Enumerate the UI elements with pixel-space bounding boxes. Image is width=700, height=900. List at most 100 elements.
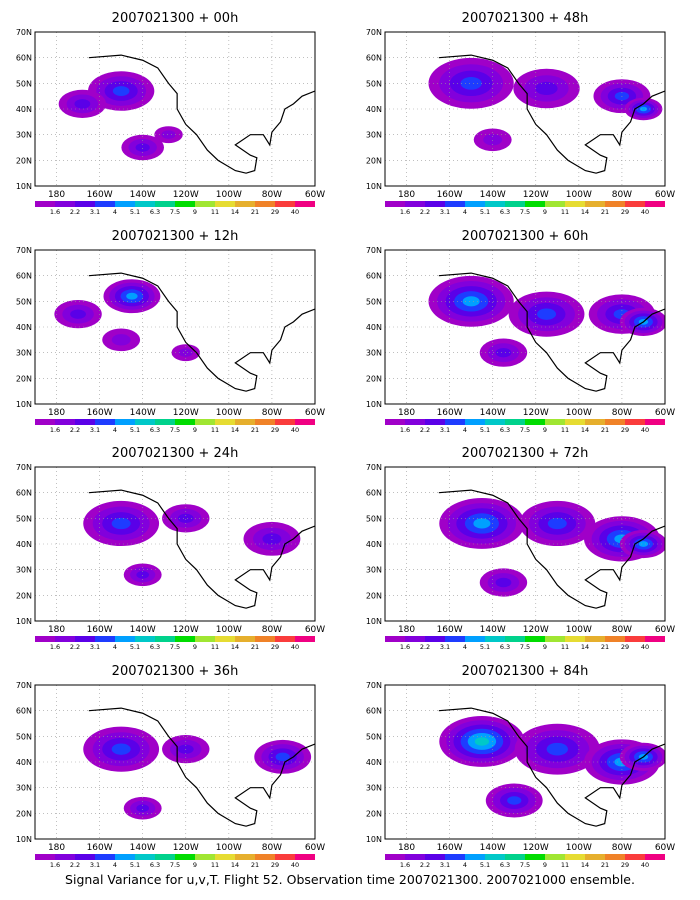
x-tick-label: 180 [48,190,65,200]
y-tick-label: 60N [366,489,382,498]
map-panel-60h: 2007021300 + 60h 70N 60N 50N 40N 30N 20N 10N 180… [366,229,675,434]
colorbar-label: 1.6 [50,643,60,651]
colorbar-swatch [385,201,405,207]
colorbar-label: 3.1 [90,643,100,651]
y-tick-label: 40N [16,758,32,767]
colorbar-label: 3.1 [90,426,100,434]
colorbar-label: 29 [271,426,279,434]
colorbar-swatch [425,419,445,425]
colorbar-swatch [175,419,195,425]
x-tick-label: 120W [173,843,199,853]
colorbar-swatch [465,419,485,425]
map-panel-00h: 2007021300 + 00h 70N 60N 50N 40N 30N 20N 10N 180… [16,11,325,216]
colorbar-swatch [625,854,645,860]
colorbar-swatch [425,854,445,860]
y-tick-label: 60N [16,272,32,281]
colorbar-label: 7.5 [520,208,530,216]
colorbar-label: 40 [641,208,649,216]
field-contour [136,571,150,579]
colorbar-swatch [115,419,135,425]
map-panel-24h: 2007021300 + 24h 70N 60N 50N 40N 30N 20N 10N 180… [16,446,325,651]
y-tick-label: 10N [366,835,382,844]
x-tick-label: 180 [48,625,65,635]
field-contour [547,517,567,530]
y-tick-label: 50N [16,79,32,88]
colorbar-swatch [465,636,485,642]
x-tick-label: 180 [48,408,65,418]
colorbar-label: 40 [641,861,649,869]
x-tick-label: 80W [612,190,632,200]
y-tick-label: 70N [16,28,32,37]
x-tick-label: 160W [87,625,113,635]
colorbar-label: 1.6 [50,208,60,216]
colorbar-label: 1.6 [50,861,60,869]
colorbar-swatch [175,636,195,642]
colorbar-swatch [465,854,485,860]
field-contour [262,533,282,545]
y-tick-label: 60N [366,272,382,281]
plot-frame [384,249,666,405]
colorbar-label: 9 [543,861,547,869]
colorbar-swatch [95,201,115,207]
colorbar-label: 29 [271,861,279,869]
colorbar-label: 5.1 [130,426,140,434]
colorbar-swatch [565,201,585,207]
y-tick-label: 40N [366,323,382,332]
field-contour [275,752,290,762]
colorbar-swatch [525,636,545,642]
colorbar-label: 6.3 [150,643,160,651]
panel-title: 2007021300 + 84h [462,664,589,679]
panel-title: 2007021300 + 36h [112,664,239,679]
y-tick-label: 60N [366,707,382,716]
colorbar-swatch [95,854,115,860]
x-tick-label: 160W [437,190,463,200]
colorbar-swatch [155,854,175,860]
x-tick-label: 80W [262,408,282,418]
colorbar-swatch [55,419,75,425]
x-tick-label: 140W [480,625,506,635]
field-contour [161,130,176,139]
y-tick-label: 20N [16,809,32,818]
colorbar-label: 9 [543,426,547,434]
colorbar-label: 29 [621,643,629,651]
colorbar-label: 2.2 [420,643,430,651]
colorbar-label: 5.1 [130,861,140,869]
colorbar-swatch [115,636,135,642]
colorbar-label: 7.5 [170,426,180,434]
x-tick-label: 80W [612,408,632,418]
plot-frame [384,684,666,840]
coastline [88,272,315,392]
y-tick-label: 70N [16,681,32,690]
colorbar-label: 21 [601,208,609,216]
colorbar-label: 11 [561,426,569,434]
field-contour [177,513,194,524]
y-tick-label: 10N [16,617,32,626]
field-contour [178,348,193,357]
colorbar-swatch [645,201,665,207]
x-tick-label: 100W [566,625,592,635]
x-tick-label: 140W [130,190,156,200]
field-contour [474,737,490,746]
x-tick-label: 80W [262,625,282,635]
colorbar-label: 5.1 [480,643,490,651]
y-tick-label: 50N [366,297,382,306]
coastline [438,54,665,174]
colorbar-label: 2.2 [70,643,80,651]
x-tick-label: 160W [437,625,463,635]
colorbar-swatch [275,201,295,207]
colorbar-label: 40 [641,426,649,434]
colorbar-label: 2.2 [420,426,430,434]
y-tick-label: 20N [16,591,32,600]
colorbar-label: 14 [231,643,239,651]
y-tick-label: 40N [16,323,32,332]
colorbar-label: 7.5 [170,643,180,651]
colorbar-swatch [195,201,215,207]
coastline [88,707,315,827]
colorbar-label: 9 [543,643,547,651]
field-contour [70,309,86,319]
y-tick-label: 10N [366,182,382,191]
colorbar-swatch [625,636,645,642]
y-tick-label: 60N [16,54,32,63]
x-tick-label: 60W [655,843,675,853]
colorbar-swatch [255,201,275,207]
